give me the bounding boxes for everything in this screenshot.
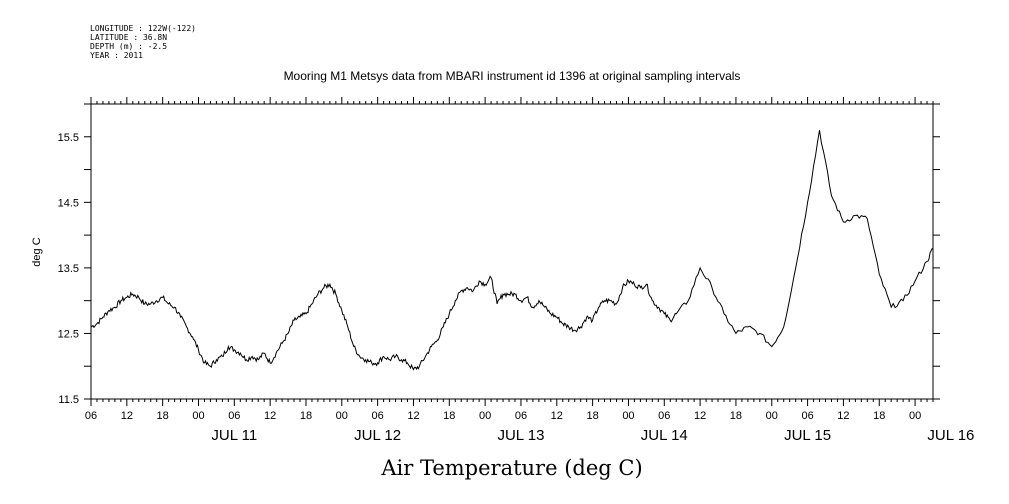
day-label: JUL 11 [211, 427, 257, 444]
x-tick-label: 00 [766, 410, 778, 422]
plot-frame [90, 103, 934, 400]
x-tick-labels: 06 12 18 00 06 12 18 00 06 12 18 00 06 12 18 00 06 12 18 00… [85, 410, 921, 422]
x-tick-label: 06 [372, 410, 384, 422]
y-tick-labels: 11.5 12.5 13.5 14.5 15.5 [58, 132, 79, 406]
x-tick-label: 00 [909, 410, 921, 422]
y-axis-label: deg C [31, 237, 43, 266]
x-tick-label: 12 [121, 410, 133, 422]
day-label: JUL 13 [497, 427, 544, 444]
x-tick-label: 18 [443, 410, 455, 422]
x-tick-label: 00 [192, 410, 204, 422]
x-tick-label: 18 [157, 410, 169, 422]
day-label: JUL 16 [927, 427, 974, 444]
x-tick-label: 18 [300, 410, 312, 422]
x-tick-label: 00 [479, 410, 491, 422]
y-tick-label: 15.5 [58, 132, 79, 144]
year-label: YEAR : 2011 [90, 51, 143, 60]
day-label: JUL 12 [354, 427, 401, 444]
y-tick-label: 11.5 [58, 394, 79, 406]
x-tick-label: 18 [730, 410, 742, 422]
x-tick-label: 12 [264, 410, 276, 422]
axis-ticks [84, 97, 940, 406]
latitude-label: LATITUDE : 36.8N [90, 33, 167, 42]
longitude-label: LONGITUDE : 122W(-122) [90, 24, 196, 33]
x-tick-label: 00 [622, 410, 634, 422]
x-tick-label: 12 [407, 410, 419, 422]
depth-label: DEPTH (m) : -2.5 [90, 42, 167, 51]
x-tick-label: 06 [515, 410, 527, 422]
x-tick-label: 06 [85, 410, 97, 422]
x-tick-label: 06 [228, 410, 240, 422]
x-tick-label: 00 [336, 410, 348, 422]
x-tick-label: 12 [837, 410, 849, 422]
x-tick-label: 12 [694, 410, 706, 422]
x-tick-label: 12 [551, 410, 563, 422]
y-tick-label: 13.5 [58, 263, 79, 275]
x-tick-label: 06 [658, 410, 670, 422]
y-tick-label: 12.5 [58, 328, 79, 340]
day-label: JUL 15 [784, 427, 831, 444]
x-axis-label: Air Temperature (deg C) [380, 456, 642, 480]
day-label: JUL 14 [641, 427, 688, 444]
x-tick-label: 18 [873, 410, 885, 422]
chart-title: Mooring M1 Metsys data from MBARI instru… [284, 69, 741, 83]
y-tick-label: 14.5 [58, 197, 79, 209]
air-temperature-line [90, 130, 934, 371]
x-tick-label: 18 [586, 410, 598, 422]
x-tick-label: 06 [801, 410, 813, 422]
